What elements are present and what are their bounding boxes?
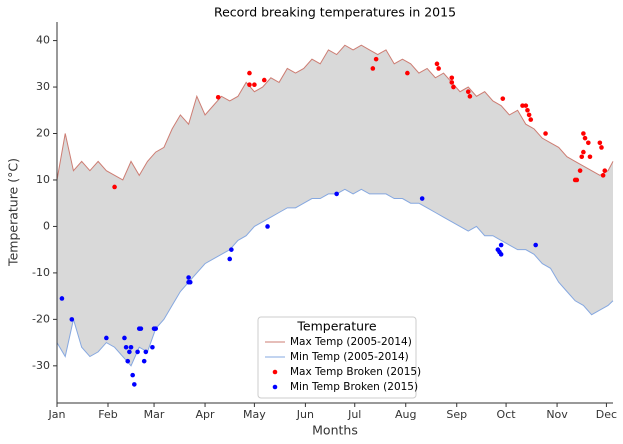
point — [132, 382, 137, 387]
point — [143, 349, 149, 355]
point — [533, 242, 538, 248]
point — [187, 279, 193, 285]
point — [582, 135, 588, 141]
point — [127, 349, 132, 355]
point — [597, 140, 603, 146]
y-tick-label: 0 — [43, 219, 50, 232]
point — [451, 84, 456, 90]
point — [587, 154, 593, 160]
point — [123, 344, 129, 350]
x-tick-label: May — [243, 408, 266, 421]
x-tick-label: Sep — [446, 408, 467, 421]
point — [150, 344, 155, 350]
point — [405, 70, 410, 76]
point — [434, 61, 440, 67]
x-tick-label: Feb — [98, 408, 117, 421]
legend-label: Max Temp Broken (2015) — [290, 366, 421, 378]
legend-label: Min Temp Broken (2015) — [290, 381, 418, 393]
point — [227, 256, 233, 262]
y-tick-label: 40 — [36, 34, 50, 47]
point — [465, 89, 471, 94]
point — [586, 140, 591, 146]
legend-marker — [272, 369, 278, 375]
y-tick-label: -10 — [32, 266, 50, 279]
point — [122, 335, 127, 341]
fill-between — [57, 45, 613, 366]
point — [574, 177, 580, 183]
legend: Temperature Max Temp (2005-2014) Min Temp … — [257, 316, 421, 399]
x-tick-label: Nov — [546, 408, 568, 421]
point — [467, 94, 473, 99]
x-tick-label: Jan — [48, 408, 66, 421]
point — [104, 335, 109, 341]
point — [141, 358, 147, 364]
point — [419, 196, 425, 201]
x-tick-label: Jul — [347, 408, 361, 421]
point — [500, 96, 506, 101]
x-tick-label: Aug — [395, 408, 416, 421]
point — [602, 168, 608, 173]
point — [138, 326, 144, 331]
point — [128, 344, 134, 350]
point — [130, 372, 135, 378]
legend-label: Max Temp (2005-2014) — [290, 336, 412, 348]
point — [247, 70, 252, 76]
legend-title: Temperature — [296, 319, 376, 334]
point — [265, 224, 270, 229]
point — [449, 80, 455, 85]
point — [125, 358, 131, 364]
point — [69, 317, 75, 322]
point — [59, 296, 65, 301]
point — [186, 275, 191, 280]
x-tick-label: Mar — [144, 408, 165, 421]
point — [525, 107, 530, 113]
point — [520, 103, 525, 108]
point — [334, 191, 339, 197]
point — [498, 242, 504, 248]
point — [498, 252, 504, 257]
x-tick-label: Apr — [196, 408, 216, 421]
point — [252, 82, 257, 88]
point — [449, 75, 455, 81]
legend-box — [257, 316, 417, 399]
point — [135, 349, 140, 355]
x-tick-label: Oct — [497, 408, 517, 421]
y-tick-label: 20 — [36, 127, 50, 140]
point — [247, 82, 252, 88]
point — [581, 149, 586, 155]
point — [579, 154, 585, 160]
point — [229, 247, 234, 252]
point — [112, 184, 117, 190]
point — [599, 145, 604, 150]
point — [261, 77, 267, 83]
point — [153, 326, 158, 331]
chart-title: Record breaking temperatures in 2015 — [214, 5, 456, 20]
point — [526, 112, 532, 118]
point — [600, 173, 606, 178]
x-tick-label: Dec — [596, 408, 617, 421]
point — [581, 131, 586, 136]
y-tick-label: -30 — [32, 359, 50, 372]
point — [373, 56, 379, 62]
y-axis-label: Temperature (°C) — [6, 158, 21, 267]
point — [215, 94, 221, 100]
line — [56, 44, 614, 181]
legend-marker — [272, 384, 278, 390]
y-tick-label: -20 — [32, 312, 50, 325]
legend-label: Min Temp (2005-2014) — [290, 351, 409, 363]
x-axis-label: Months — [312, 423, 358, 438]
x-tick-label: Jun — [296, 408, 314, 421]
point — [577, 168, 583, 173]
point — [523, 103, 529, 108]
point — [543, 131, 548, 136]
point — [528, 117, 534, 122]
y-tick-label: 10 — [36, 173, 50, 186]
point — [370, 66, 376, 71]
point — [436, 66, 441, 71]
y-tick-label: 30 — [36, 80, 50, 93]
